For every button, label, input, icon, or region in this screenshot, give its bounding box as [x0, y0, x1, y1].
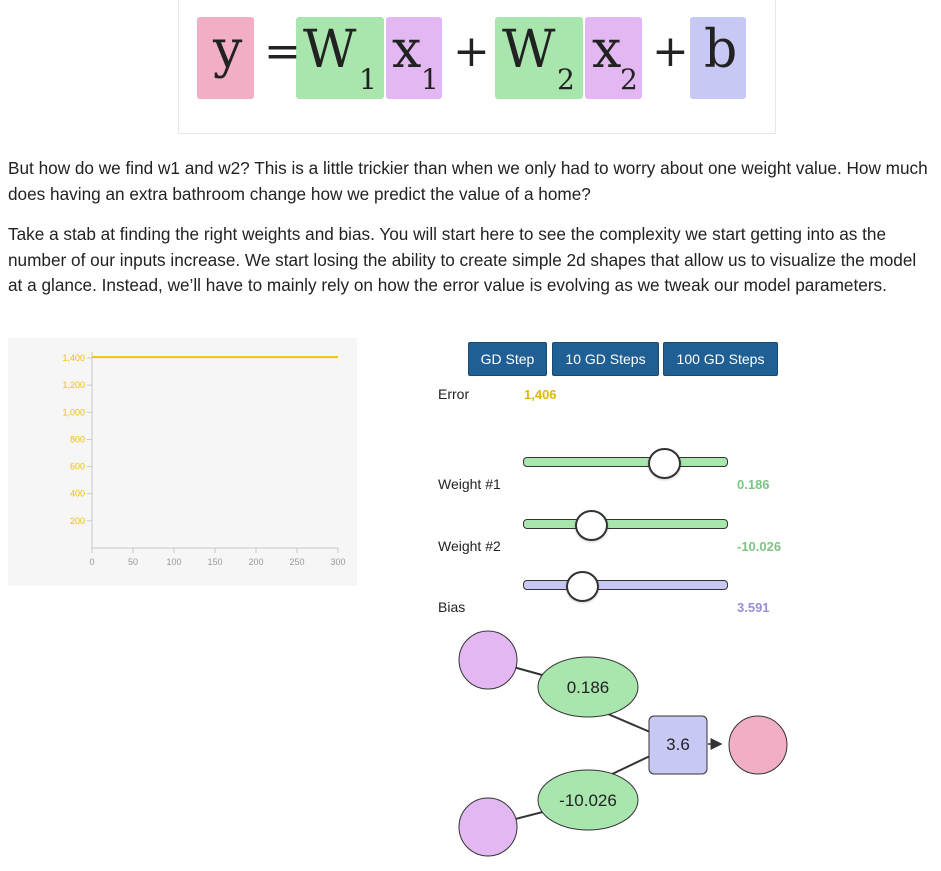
formula-x1-text: x	[392, 20, 422, 80]
output-y-node	[728, 715, 788, 775]
weight1-label: Weight #1	[438, 476, 501, 492]
formula-x1-subscript: 1	[421, 63, 439, 96]
bias-label: Bias	[438, 599, 466, 615]
paragraph-intro: But how do we find w1 and w2? This is a …	[8, 158, 928, 204]
chart-y-tick-label: 800	[70, 434, 85, 444]
formula-w2-text: W	[502, 20, 556, 80]
paragraph-instructions: Take a stab at finding the right weights…	[8, 224, 917, 295]
bias-slider-track[interactable]	[523, 580, 728, 590]
chart-y-tick-labels: 200 400 600 800 1,000 1,200 1,400	[62, 353, 85, 526]
weight2-node	[537, 769, 639, 831]
weight2-label: Weight #2	[438, 538, 501, 554]
chart-x-tick-label: 100	[166, 557, 181, 567]
chart-y-tick-label: 600	[70, 462, 85, 472]
chart-y-tick-label: 1,400	[62, 353, 85, 363]
gd-100-steps-button[interactable]: 100 GD Steps	[663, 342, 778, 376]
bias-node	[648, 715, 708, 775]
weight1-slider-thumb[interactable]	[648, 448, 682, 479]
error-label: Error	[438, 386, 470, 402]
formula-x2-token	[585, 17, 642, 99]
formula-equals: =	[264, 26, 301, 77]
weight2-slider-thumb[interactable]	[574, 510, 608, 541]
bias-node-label: 3.6	[666, 735, 690, 754]
weight1-slider[interactable]	[523, 448, 728, 479]
edge-w2-bias	[607, 755, 651, 777]
formula-y-token	[197, 17, 254, 99]
weight2-node-label: -10.026	[559, 791, 617, 810]
chart-x-tick-label: 0	[89, 557, 94, 567]
formula-x2-subscript: 2	[620, 63, 638, 96]
bias-slider-thumb[interactable]	[566, 571, 600, 602]
chart-y-tick-label: 1,000	[62, 407, 85, 417]
weight2-value: -10.026	[737, 539, 782, 554]
formula-b-token	[690, 17, 746, 99]
network-diagram: 0.186 -10.026 3.6	[458, 630, 788, 857]
formula-plus-1: +	[453, 26, 490, 77]
chart-x-tick-label: 200	[248, 557, 263, 567]
weight1-node	[537, 656, 639, 718]
formula-b-text: b	[704, 20, 738, 80]
chart-y-tick-label: 200	[70, 516, 85, 526]
formula-w2-subscript: 2	[557, 63, 575, 96]
edge-w1-bias	[607, 713, 651, 733]
formula-w1-text: W	[303, 20, 357, 80]
chart-x-tick-label: 300	[330, 557, 345, 567]
weight1-node-label: 0.186	[567, 678, 610, 697]
chart-x-tick-label: 150	[207, 557, 222, 567]
chart-x-tick-label: 50	[128, 557, 138, 567]
weight1-value: 0.186	[737, 477, 770, 492]
bias-slider[interactable]	[523, 571, 728, 602]
input-x1-node	[458, 630, 518, 690]
weight1-slider-track[interactable]	[523, 457, 728, 467]
error-chart: 200 400 600 800 1,000 1,200 1,400 0 50 100 150 200…	[62, 352, 346, 567]
gd-10-steps-button[interactable]: 10 GD Steps	[552, 342, 659, 376]
chart-y-tick-label: 400	[70, 489, 85, 499]
error-chart-panel: 200 400 600 800 1,000 1,200 1,400 0 50 100 150 200…	[8, 338, 357, 586]
error-value: 1,406	[524, 387, 557, 402]
weight2-slider[interactable]	[523, 510, 728, 541]
gd-step-button[interactable]: GD Step	[468, 342, 547, 376]
chart-x-tick-labels: 0 50 100 150 200 250 300	[89, 557, 345, 567]
formula-y-text: y	[213, 20, 243, 80]
formula-x1-token	[386, 17, 442, 99]
chart-axes	[87, 352, 339, 553]
formula-panel: y = W 1 x 1 + W 2 x 2 + b	[178, 0, 776, 134]
bias-value: 3.591	[737, 600, 770, 615]
chart-y-tick-label: 1,200	[62, 380, 85, 390]
chart-x-tick-label: 250	[289, 557, 304, 567]
formula-w1-token	[296, 17, 384, 99]
formula-plus-2: +	[652, 26, 689, 77]
formula-x2-text: x	[592, 20, 622, 80]
formula-w2-token	[495, 17, 583, 99]
weight2-slider-track[interactable]	[523, 519, 728, 529]
input-x2-node	[458, 797, 518, 857]
formula-w1-subscript: 1	[359, 63, 377, 96]
